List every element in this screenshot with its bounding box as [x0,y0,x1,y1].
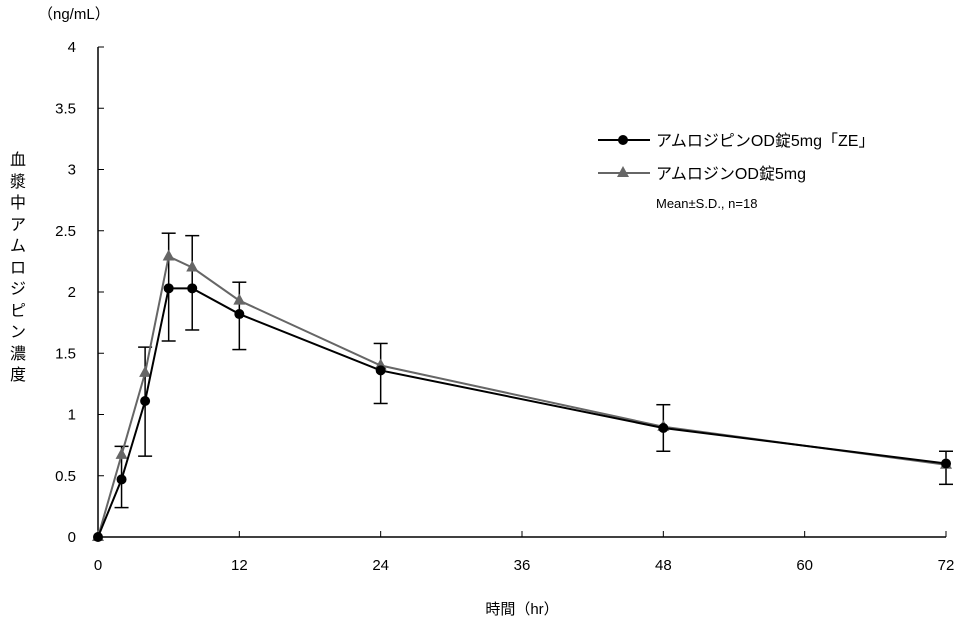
x-tick-label: 0 [94,557,102,574]
data-point-2 [162,249,175,261]
x-tick-label: 36 [514,557,531,574]
data-point-1 [116,474,127,485]
y-tick-label: 4 [68,39,76,56]
y-tick-label: 1 [68,407,76,424]
y-tick-label: 3.5 [55,100,76,117]
data-point-2 [186,260,199,272]
x-tick-label: 24 [372,557,389,574]
y-unit-label: （ng/mL） [38,6,110,23]
legend-note: Mean±S.D., n=18 [656,196,757,211]
data-point-2 [233,293,246,305]
data-point-2 [139,365,152,377]
data-point-1 [140,396,151,407]
legend-marker-1 [618,135,628,145]
legend-label-1: アムロジピンOD錠5mg「ZE」 [656,132,874,150]
x-tick-label: 48 [655,557,672,574]
data-point-1 [163,283,174,294]
data-point-1 [375,365,386,376]
data-point-1 [658,422,669,433]
series-line-1 [97,287,947,538]
x-tick-label: 60 [796,557,813,574]
x-axis-label: 時間（hr） [485,601,558,618]
y-tick-label: 2.5 [55,223,76,240]
x-tick-label: 12 [231,557,248,574]
legend-label-2: アムロジンOD錠5mg [656,165,806,183]
y-tick-label: 0.5 [55,468,76,485]
data-point-1 [234,309,245,320]
y-tick-label: 0 [68,529,76,546]
y-tick-label: 3 [68,162,76,179]
data-point-1 [187,283,198,294]
y-tick-label: 1.5 [55,345,76,362]
legend-marker-2 [617,166,629,177]
x-tick-label: 72 [938,557,955,574]
y-tick-label: 2 [68,284,76,301]
legend: アムロジピンOD錠5mg「ZE」 アムロジンOD錠5mg Mean±S.D., … [598,132,874,211]
data-point-1 [941,458,951,469]
data-point-1 [93,532,103,542]
series-line-2 [97,255,947,538]
y-axis-label: 血漿中アムロジピン濃度 [9,152,26,384]
data-point-2 [115,447,128,459]
